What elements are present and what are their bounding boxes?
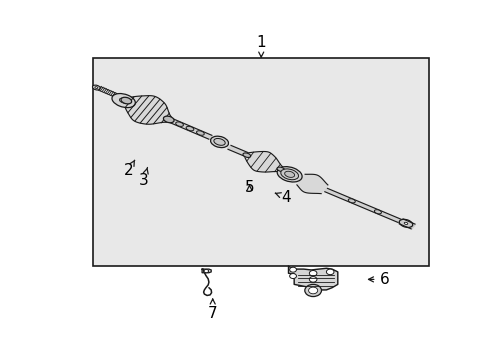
Ellipse shape (95, 87, 98, 89)
Ellipse shape (186, 126, 193, 131)
Circle shape (308, 287, 317, 294)
Ellipse shape (112, 94, 135, 108)
Ellipse shape (280, 169, 298, 180)
Ellipse shape (163, 116, 174, 123)
Polygon shape (288, 266, 337, 290)
Circle shape (289, 274, 296, 279)
Polygon shape (123, 96, 171, 124)
Polygon shape (324, 188, 401, 223)
Ellipse shape (243, 153, 250, 157)
Bar (93, 58, 428, 266)
Ellipse shape (347, 199, 355, 203)
Text: 3: 3 (139, 167, 148, 188)
Ellipse shape (277, 167, 284, 172)
Ellipse shape (213, 139, 225, 145)
Ellipse shape (277, 167, 302, 182)
Polygon shape (227, 145, 248, 157)
Ellipse shape (121, 97, 131, 104)
Ellipse shape (404, 222, 407, 225)
Text: 2: 2 (123, 160, 134, 178)
Ellipse shape (92, 85, 100, 90)
Circle shape (304, 284, 321, 297)
Polygon shape (202, 269, 211, 273)
Circle shape (325, 269, 333, 275)
Text: 7: 7 (207, 299, 217, 321)
Polygon shape (244, 152, 282, 172)
Ellipse shape (119, 98, 128, 103)
Circle shape (309, 276, 316, 282)
Text: 1: 1 (256, 35, 265, 57)
Text: 5: 5 (244, 180, 254, 195)
Circle shape (309, 270, 316, 276)
Circle shape (289, 267, 296, 272)
Ellipse shape (374, 210, 381, 214)
Polygon shape (398, 219, 415, 229)
Polygon shape (167, 118, 212, 139)
Text: 6: 6 (368, 272, 388, 287)
Circle shape (203, 269, 208, 273)
Text: 4: 4 (275, 190, 290, 204)
Ellipse shape (398, 219, 412, 228)
Polygon shape (296, 174, 327, 194)
Ellipse shape (196, 131, 204, 135)
Ellipse shape (175, 122, 183, 126)
Ellipse shape (210, 136, 228, 148)
Ellipse shape (284, 171, 294, 177)
